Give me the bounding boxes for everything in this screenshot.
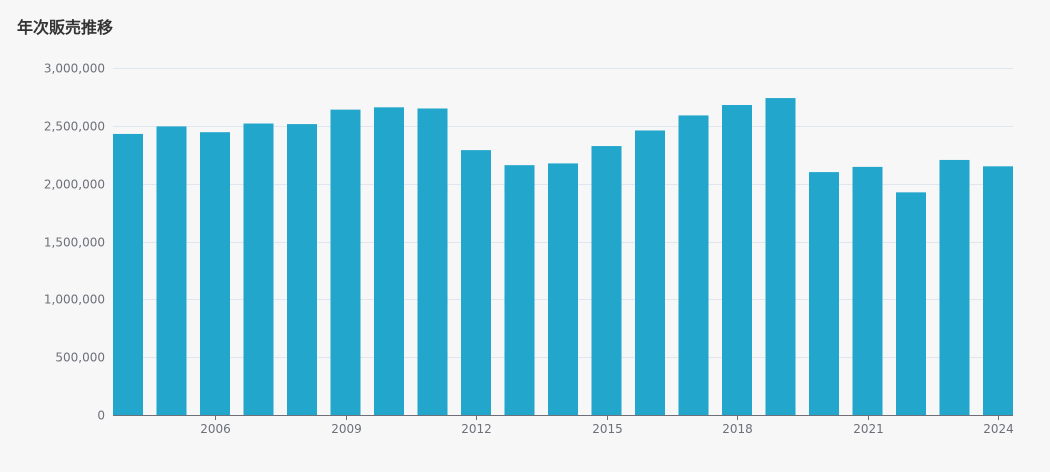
bar-2009 xyxy=(330,109,361,415)
bar-2023 xyxy=(939,159,970,415)
bar-2015 xyxy=(591,146,622,415)
y-tick-label: 1,500,000 xyxy=(44,236,105,250)
bar-2021 xyxy=(852,166,883,415)
bar-2019 xyxy=(765,98,796,415)
bar-2018 xyxy=(722,105,752,415)
x-tick-label: 2024 xyxy=(983,422,1014,436)
y-tick-label: 1,000,000 xyxy=(44,293,105,307)
bar-2011 xyxy=(417,108,448,415)
y-axis-labels: 0 500,000 1,000,000 1,500,000 2,000,000 2,500… xyxy=(44,62,105,423)
bar-2017 xyxy=(678,115,709,415)
y-tick-label: 500,000 xyxy=(55,351,105,365)
x-axis-labels: 2006 2009 2012 2015 2018 2021 2024 xyxy=(200,422,1014,436)
chart-title: 年次販売推移 xyxy=(17,18,114,37)
bar-2005 xyxy=(156,126,187,415)
bar-2024 xyxy=(983,166,1013,415)
x-tick-label: 2006 xyxy=(200,422,231,436)
x-tick-label: 2009 xyxy=(331,422,362,436)
y-tick-label: 2,000,000 xyxy=(44,178,105,192)
bar-2004 xyxy=(113,133,143,415)
bar-2008 xyxy=(287,124,317,416)
x-tick-label: 2012 xyxy=(461,422,492,436)
y-tick-label: 0 xyxy=(97,409,105,423)
x-tick-label: 2015 xyxy=(592,422,623,436)
x-tick-label: 2021 xyxy=(853,422,884,436)
bar-2014 xyxy=(548,163,578,415)
bar-2012 xyxy=(461,150,491,415)
bar-2010 xyxy=(374,107,404,416)
bar-2016 xyxy=(635,130,665,415)
bar-2007 xyxy=(243,123,274,416)
x-tick-label: 2018 xyxy=(722,422,753,436)
bar-2020 xyxy=(809,172,839,415)
y-tick-label: 2,500,000 xyxy=(44,120,105,134)
y-tick-label: 3,000,000 xyxy=(44,62,105,76)
bars xyxy=(113,98,1013,416)
bar-2022 xyxy=(896,192,926,415)
bar-2013 xyxy=(504,165,535,415)
x-axis-ticks xyxy=(215,415,999,420)
bar-2006 xyxy=(200,132,230,415)
